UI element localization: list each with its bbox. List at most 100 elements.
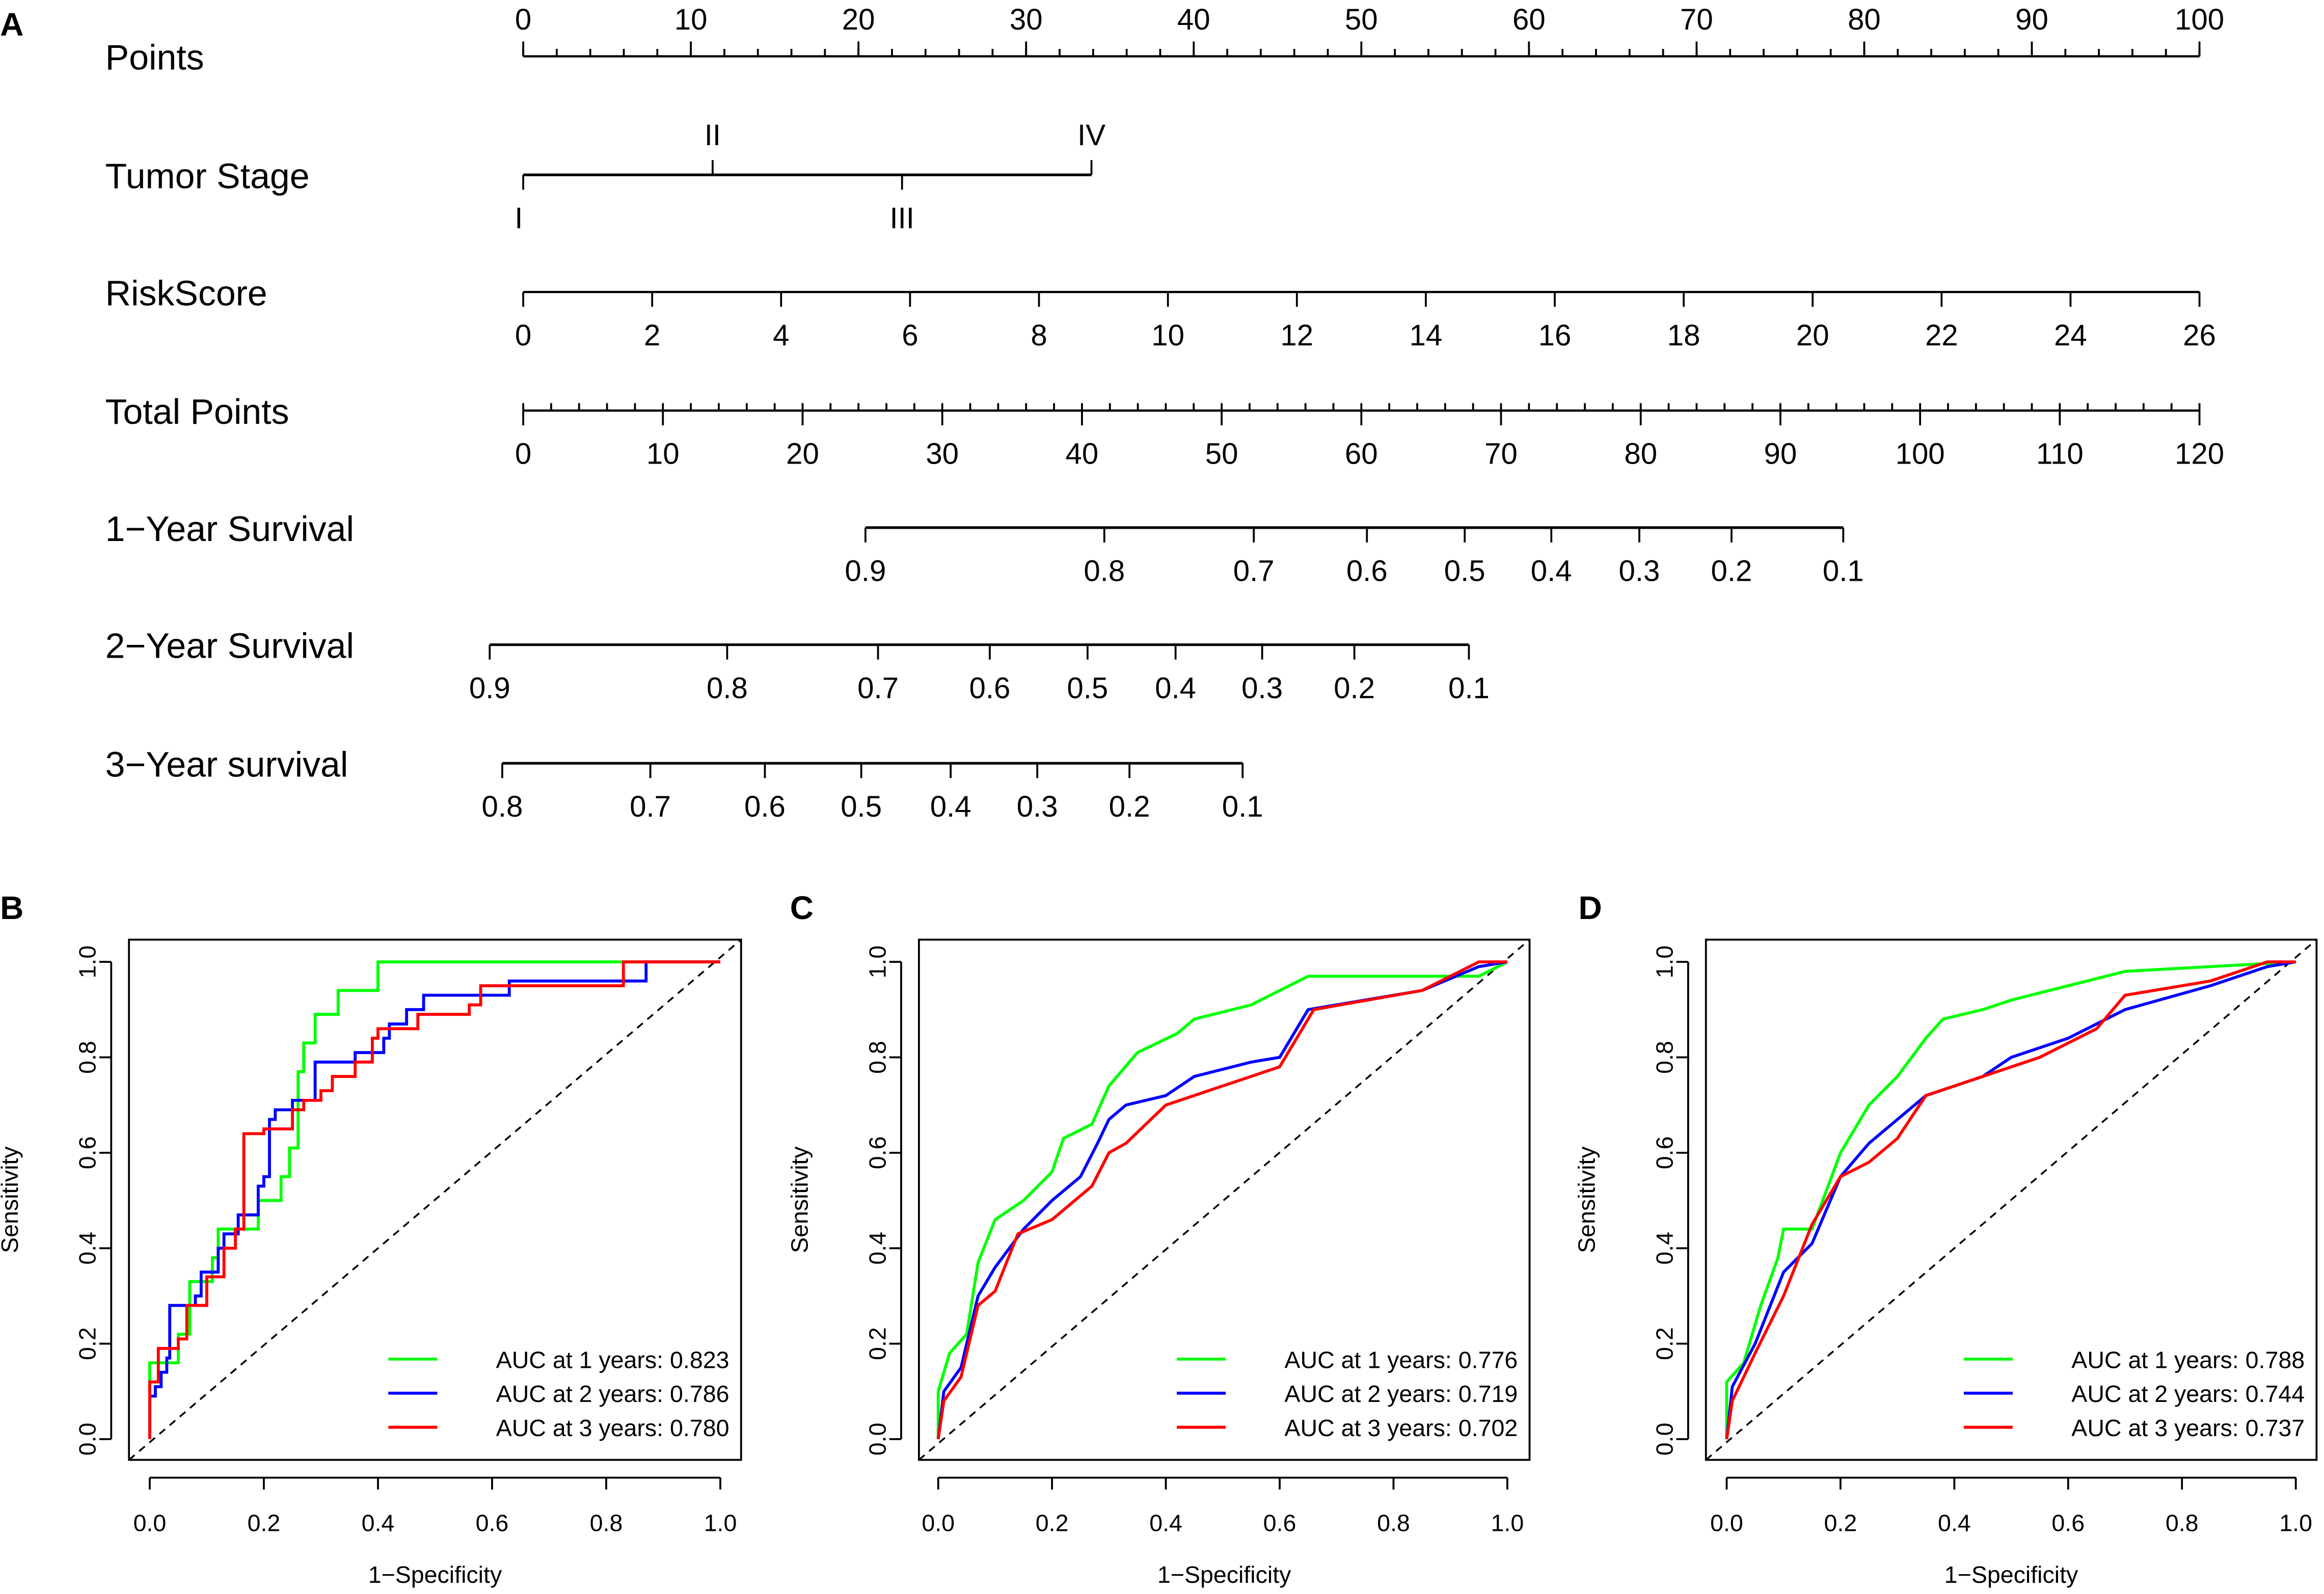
reference-diagonal — [1705, 939, 2317, 1461]
survival-label: 0.2 — [1109, 790, 1150, 823]
tick-label: 40 — [1177, 3, 1210, 36]
tick-label: 60 — [1345, 438, 1378, 471]
panel-label-a: A — [0, 6, 23, 43]
x-tick-label: 0.2 — [1824, 1509, 1857, 1536]
tick-label: 20 — [1796, 319, 1829, 352]
category-label: I — [515, 202, 523, 235]
x-tick-label: 0.0 — [1710, 1509, 1743, 1536]
survival-label: 0.2 — [1711, 554, 1752, 587]
roc-curve-2-year — [1725, 960, 2296, 1440]
tick-label: 70 — [1680, 3, 1713, 36]
legend-entry: AUC at 1 years: 0.788 — [2071, 1346, 2305, 1373]
category-label: III — [889, 202, 914, 235]
survival-label: 0.7 — [1233, 554, 1275, 587]
survival-label: 0.9 — [469, 671, 510, 705]
row-label: 2−Year Survival — [105, 626, 354, 666]
survival-label: 0.5 — [1444, 554, 1485, 587]
legend-entry: AUC at 1 years: 0.776 — [1284, 1346, 1518, 1373]
y-tick-label: 1.0 — [1651, 945, 1678, 979]
x-tick-label: 0.2 — [1036, 1509, 1069, 1536]
roc-curve-1-year — [1725, 960, 2296, 1439]
x-tick-label: 0.4 — [1149, 1509, 1182, 1536]
panel-label: B — [0, 889, 23, 926]
x-tick-label: 1.0 — [1491, 1509, 1524, 1536]
x-axis-title: 1−Specificity — [1944, 1561, 2078, 1588]
tick-label: 18 — [1667, 319, 1700, 352]
row-label: Points — [105, 38, 204, 77]
tick-label: 20 — [842, 3, 875, 36]
survival-label: 0.9 — [845, 554, 886, 587]
tick-label: 10 — [674, 3, 708, 36]
legend-entry: AUC at 1 years: 0.823 — [496, 1346, 729, 1373]
tick-label: 10 — [1151, 319, 1184, 352]
tick-label: 0 — [515, 3, 531, 36]
survival-label: 0.3 — [1017, 790, 1058, 823]
tick-label: 22 — [1925, 319, 1958, 352]
category-label: IV — [1077, 119, 1105, 152]
x-tick-label: 0.4 — [362, 1509, 395, 1536]
survival-label: 0.5 — [841, 790, 882, 823]
tick-label: 4 — [773, 319, 789, 352]
legend-entry: AUC at 2 years: 0.719 — [1284, 1381, 1518, 1407]
x-tick-label: 1.0 — [2279, 1509, 2312, 1536]
y-tick-label: 0.8 — [1651, 1041, 1678, 1074]
x-tick-label: 0.8 — [590, 1509, 623, 1536]
y-tick-label: 1.0 — [864, 945, 890, 979]
row-label: RiskScore — [105, 273, 267, 313]
tick-label: 100 — [2175, 3, 2224, 36]
y-tick-label: 0.8 — [74, 1041, 101, 1074]
tick-label: 110 — [2036, 438, 2084, 471]
roc-panel-c: C 0.0 0.2 0.4 0.6 0.8 1.0 0.0 0.2 0.4 0.6 0.8 1.0 1−S… — [787, 889, 1531, 1588]
survival-label: 0.8 — [1084, 554, 1125, 587]
tick-label: 90 — [2015, 3, 2048, 36]
survival-label: 0.4 — [930, 790, 971, 823]
y-tick-label: 0.0 — [1651, 1423, 1678, 1456]
roc-panel-b: B 0.0 0.2 0.4 0.6 0.8 1.0 0.0 0.2 0.4 0.6 0.8 1.0 1−S… — [0, 889, 742, 1588]
survival-label: 0.1 — [1448, 671, 1490, 705]
survival-label: 0.6 — [744, 790, 786, 823]
tick-label: 24 — [2054, 319, 2087, 352]
tick-label: 30 — [926, 438, 959, 471]
x-tick-label: 1.0 — [704, 1509, 737, 1536]
roc-curve-3-year — [936, 960, 1507, 1440]
x-tick-label: 0.4 — [1938, 1509, 1971, 1536]
survival-label: 0.7 — [857, 671, 899, 705]
row-label: 3−Year survival — [105, 744, 348, 784]
y-axis-title: Sensitivity — [787, 1146, 813, 1253]
tick-label: 0 — [515, 438, 531, 471]
tick-label: 80 — [1624, 438, 1657, 471]
tick-label: 2 — [644, 319, 660, 352]
y-tick-label: 0.2 — [74, 1327, 101, 1360]
tick-label: 0 — [515, 319, 531, 352]
tick-label: 30 — [1010, 3, 1043, 36]
tick-label: 10 — [646, 438, 680, 471]
tick-label: 100 — [1896, 438, 1945, 471]
legend-entry: AUC at 2 years: 0.786 — [496, 1381, 729, 1407]
tick-label: 80 — [1848, 3, 1881, 36]
tick-label: 20 — [786, 438, 819, 471]
tick-label: 8 — [1031, 319, 1047, 352]
x-tick-label: 0.6 — [2051, 1509, 2085, 1536]
legend-entry: AUC at 2 years: 0.744 — [2071, 1381, 2305, 1407]
survival-label: 0.1 — [1823, 554, 1864, 587]
survival-label: 0.6 — [1346, 554, 1388, 587]
y-tick-label: 0.8 — [864, 1041, 890, 1074]
roc-curve-1-year — [148, 960, 721, 1439]
tick-label: 120 — [2175, 438, 2224, 471]
y-tick-label: 1.0 — [74, 945, 101, 979]
survival-label: 0.3 — [1241, 671, 1283, 705]
tick-label: 50 — [1345, 3, 1378, 36]
survival-label: 0.8 — [482, 790, 523, 823]
panel-label: D — [1579, 889, 1602, 926]
plot-box — [917, 938, 1531, 1461]
tick-label: 50 — [1205, 438, 1238, 471]
y-tick-label: 0.2 — [1651, 1327, 1678, 1360]
tick-label: 70 — [1484, 438, 1518, 471]
survival-label: 0.2 — [1334, 671, 1375, 705]
y-tick-label: 0.6 — [74, 1137, 101, 1170]
row-label: 1−Year Survival — [105, 509, 354, 549]
roc-panel-d: D 0.0 0.2 0.4 0.6 0.8 1.0 0.0 0.2 0.4 0.6 0.8 1.0 1−S… — [1574, 889, 2318, 1588]
reference-diagonal — [128, 939, 742, 1461]
